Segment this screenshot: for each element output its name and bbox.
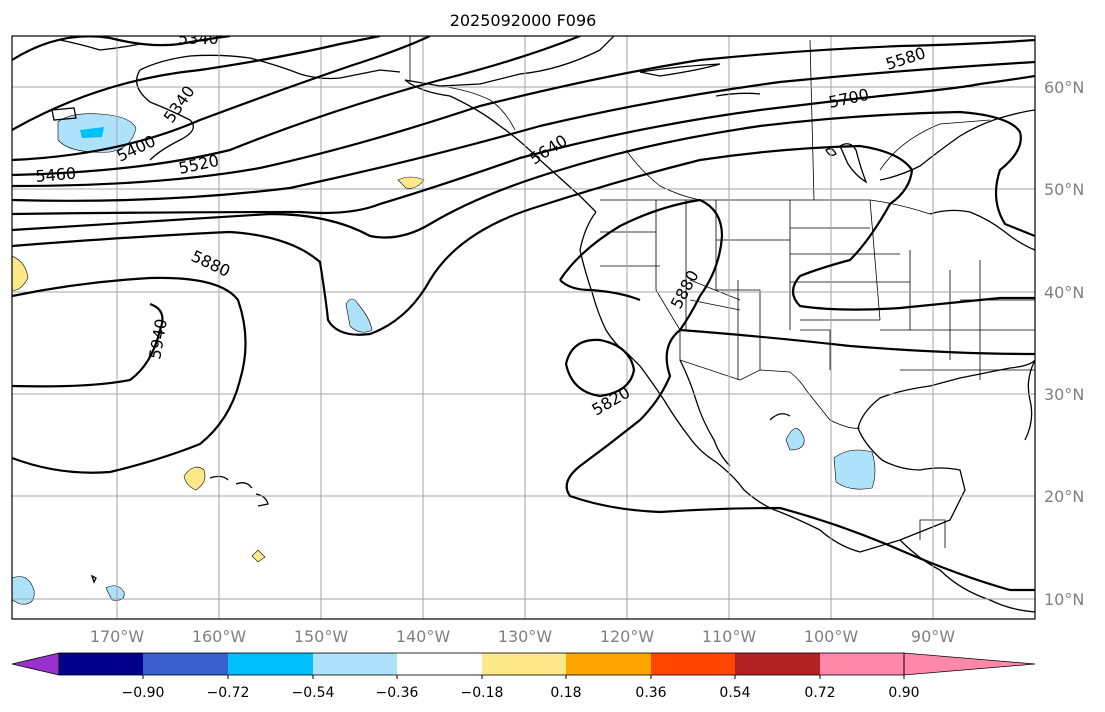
map-frame (11, 35, 1036, 620)
colorbar: −0.90 −0.72 −0.54 −0.36 −0.18 0.18 0.36 … (11, 652, 1036, 701)
contour-label: 5340 (178, 29, 219, 48)
lat-label: 60°N (1044, 78, 1084, 97)
negative-anomaly-region (785, 428, 805, 451)
colorbar-tick-label: 0.18 (550, 685, 581, 701)
gridlines (12, 36, 1035, 619)
height-contours (12, 36, 1035, 592)
negative-anomaly-region (833, 449, 876, 490)
colorbar-tick-label: 0.36 (635, 685, 666, 701)
longitude-labels: 170°W 160°W 150°W 140°W 130°W 120°W 110°… (90, 627, 955, 646)
map-background (12, 36, 1035, 619)
lat-label: 40°N (1044, 283, 1084, 302)
colorbar-segment (143, 653, 228, 675)
positive-anomaly-region (251, 549, 266, 563)
colorbar-segment (313, 653, 397, 675)
colorbar-segment (59, 653, 143, 675)
colorbar-tick-label: 0.72 (804, 685, 835, 701)
positive-anomaly-region (397, 176, 425, 189)
colorbar-tick-label: −0.36 (376, 685, 419, 701)
lon-label: 120°W (600, 627, 655, 646)
positive-anomaly-region (183, 466, 206, 491)
lon-label: 150°W (294, 627, 349, 646)
strong-negative-anomaly-region (80, 127, 104, 138)
lat-label: 30°N (1044, 385, 1084, 404)
colorbar-tick-label: −0.90 (122, 685, 165, 701)
colorbar-tick-label: −0.54 (292, 685, 335, 701)
lon-label: 140°W (396, 627, 451, 646)
colorbar-segment (820, 653, 904, 675)
lon-label: 100°W (804, 627, 859, 646)
colorbar-segment (482, 653, 566, 675)
map-title: 2025092000 F096 (450, 11, 597, 30)
positive-anomaly-region (12, 255, 29, 291)
lat-label: 10°N (1044, 590, 1084, 609)
colorbar-tick-label: 0.54 (719, 685, 750, 701)
colorbar-ticks (142, 675, 905, 679)
lon-label: 130°W (498, 627, 553, 646)
colorbar-segment (228, 653, 313, 675)
lon-label: 90°W (911, 627, 955, 646)
lon-label: 170°W (90, 627, 145, 646)
lon-label: 110°W (702, 627, 757, 646)
colorbar-extend-high (903, 652, 1036, 676)
colorbar-tick-label: −0.18 (461, 685, 504, 701)
colorbar-tick-label: 0.90 (888, 685, 919, 701)
colorbar-segment (566, 653, 651, 675)
colorbar-segment (651, 653, 735, 675)
lat-label: 20°N (1044, 487, 1084, 506)
colorbar-segment (397, 653, 482, 675)
colorbar-extend-low (11, 652, 60, 676)
lon-label: 160°W (192, 627, 247, 646)
colorbar-segment (735, 653, 820, 675)
contour-label: 5460 (35, 164, 77, 186)
negative-anomaly-region (345, 298, 373, 333)
latitude-labels: 60°N 50°N 40°N 30°N 20°N 10°N (1044, 78, 1084, 609)
lat-label: 50°N (1044, 180, 1084, 199)
negative-anomaly-region (12, 576, 35, 605)
colorbar-tick-label: −0.72 (207, 685, 250, 701)
